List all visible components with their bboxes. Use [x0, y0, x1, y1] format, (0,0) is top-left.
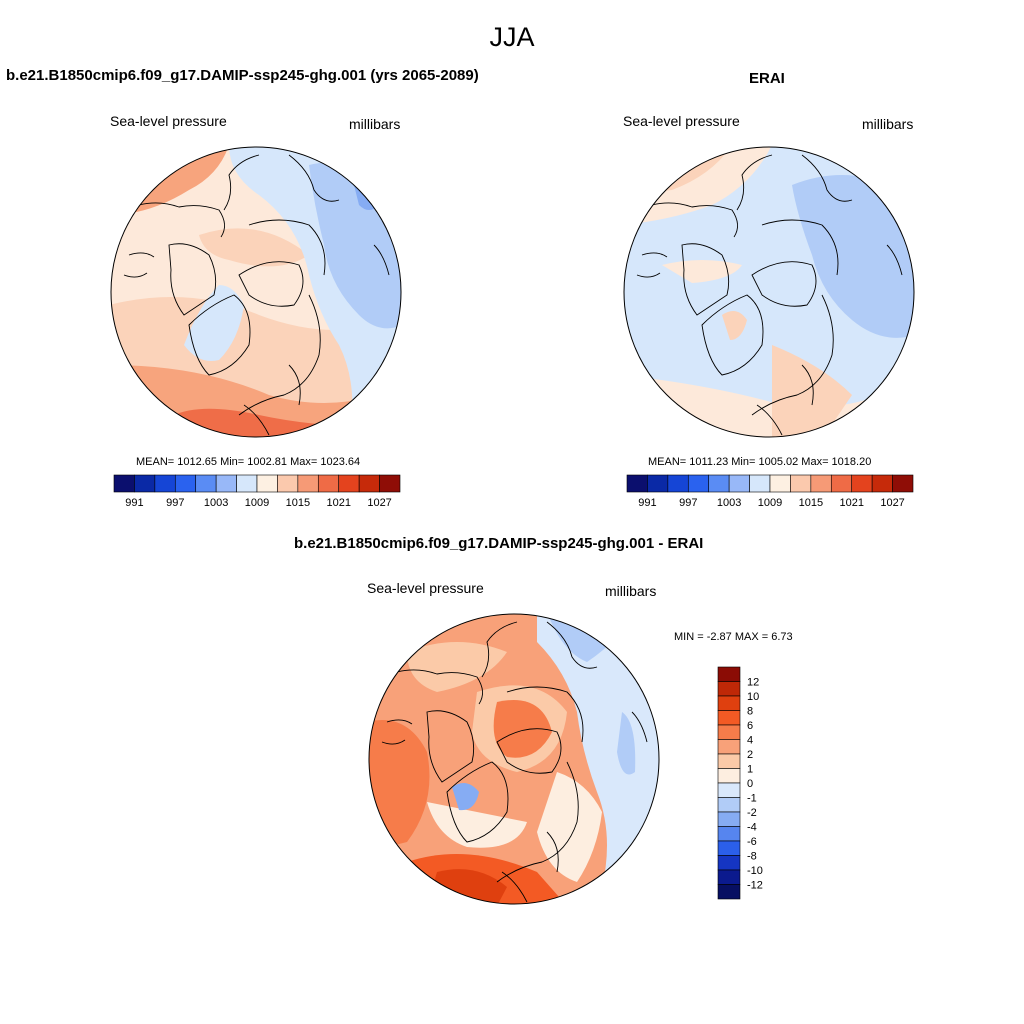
colorbar-tick-label: 997	[679, 497, 697, 509]
colorbar-swatch	[667, 474, 689, 493]
colorbar-tick-label: 1015	[286, 497, 310, 509]
colorbar-tick-label: 1	[747, 764, 753, 776]
colorbar-tick-label: 991	[638, 497, 656, 509]
colorbar-swatch	[256, 474, 278, 493]
colorbar-tick-label: 1003	[204, 497, 228, 509]
colorbar-tick-label: 1015	[799, 497, 823, 509]
colorbar-tick-label: 997	[166, 497, 184, 509]
colorbar-swatch	[626, 474, 648, 493]
panel3-title: b.e21.B1850cmip6.f09_g17.DAMIP-ssp245-gh…	[294, 535, 704, 552]
colorbar-swatch	[717, 840, 741, 856]
colorbar-tick-label: 1027	[367, 497, 391, 509]
panel1-title: b.e21.B1850cmip6.f09_g17.DAMIP-ssp245-gh…	[6, 67, 479, 84]
colorbar-tick-label: -10	[747, 865, 763, 877]
panel2-variable-label: Sea-level pressure	[623, 113, 740, 129]
colorbar-swatch	[717, 884, 741, 900]
panel1-colorbar: 991997100310091015102110271033	[113, 474, 401, 509]
colorbar-swatch	[717, 666, 741, 682]
colorbar-swatch	[317, 474, 340, 493]
colorbar-tick-label: -12	[747, 880, 763, 892]
colorbar-tick-label: -1	[747, 793, 757, 805]
colorbar-swatch	[717, 869, 741, 885]
panel2-polar-map	[623, 146, 915, 438]
panel3-units-label: millibars	[605, 583, 657, 599]
colorbar-swatch	[717, 768, 741, 784]
colorbar-swatch	[358, 474, 380, 493]
colorbar-swatch	[647, 474, 669, 493]
colorbar-tick-label: 1021	[326, 497, 350, 509]
colorbar-tick-label: 6	[747, 720, 753, 732]
colorbar-tick-label: 1009	[758, 497, 782, 509]
colorbar-swatch	[113, 474, 135, 493]
panel1-units-label: millibars	[349, 116, 401, 132]
colorbar-tick-label: 4	[747, 735, 753, 747]
panel2-stats: MEAN= 1011.23 Min= 1005.02 Max= 1018.20	[648, 456, 872, 468]
colorbar-swatch	[134, 474, 156, 493]
panel3-minmax: MIN = -2.87 MAX = 6.73	[674, 631, 793, 643]
colorbar-swatch	[717, 681, 741, 697]
colorbar-swatch	[717, 826, 741, 842]
colorbar-swatch	[277, 474, 299, 493]
colorbar-swatch	[717, 797, 741, 813]
colorbar-swatch	[790, 474, 812, 493]
colorbar-swatch	[717, 753, 741, 769]
colorbar-swatch	[749, 474, 771, 493]
colorbar-swatch	[297, 474, 319, 493]
colorbar-swatch	[871, 474, 893, 493]
colorbar-swatch	[154, 474, 176, 493]
colorbar-swatch	[687, 474, 710, 493]
colorbar-swatch	[851, 474, 873, 493]
colorbar-swatch	[195, 474, 217, 493]
colorbar-swatch	[338, 474, 360, 493]
colorbar-swatch	[379, 474, 401, 493]
panel2-units-label: millibars	[862, 116, 914, 132]
panel1-polar-map	[110, 146, 402, 438]
colorbar-tick-label: 1009	[245, 497, 269, 509]
colorbar-tick-label: -2	[747, 807, 757, 819]
colorbar-tick-label: 991	[125, 497, 143, 509]
colorbar-tick-label: 8	[747, 706, 753, 718]
colorbar-swatch	[717, 724, 741, 740]
figure-title: JJA	[489, 22, 535, 52]
colorbar-swatch	[717, 739, 741, 755]
colorbar-tick-label: -4	[747, 822, 757, 834]
colorbar-tick-label: 10	[747, 691, 759, 703]
colorbar-swatch	[717, 811, 741, 827]
colorbar-swatch	[892, 474, 914, 493]
colorbar-tick-label: 2	[747, 749, 753, 761]
colorbar-tick-label: -8	[747, 851, 757, 863]
colorbar-swatch	[769, 474, 791, 493]
colorbar-swatch	[717, 695, 741, 711]
colorbar-swatch	[717, 855, 741, 871]
panel1-variable-label: Sea-level pressure	[110, 113, 227, 129]
colorbar-tick-label: 0	[747, 778, 753, 790]
panel1-stats: MEAN= 1012.65 Min= 1002.81 Max= 1023.64	[136, 456, 361, 468]
colorbar-swatch	[174, 474, 197, 493]
panel2-colorbar: 991997100310091015102110271033	[626, 474, 914, 509]
panel2-title: ERAI	[749, 70, 785, 87]
colorbar-swatch	[830, 474, 853, 493]
colorbar-swatch	[236, 474, 258, 493]
colorbar-swatch	[717, 782, 741, 798]
colorbar-swatch	[810, 474, 832, 493]
colorbar-swatch	[708, 474, 730, 493]
colorbar-swatch	[717, 710, 741, 726]
colorbar-swatch	[215, 474, 237, 493]
panel3-variable-label: Sea-level pressure	[367, 580, 484, 596]
panel3-polar-map	[368, 613, 660, 905]
colorbar-swatch	[728, 474, 750, 493]
colorbar-tick-label: 1003	[717, 497, 741, 509]
colorbar-tick-label: -6	[747, 836, 757, 848]
colorbar-tick-label: 12	[747, 677, 759, 689]
colorbar-tick-label: 1021	[839, 497, 863, 509]
colorbar-tick-label: 1027	[880, 497, 904, 509]
